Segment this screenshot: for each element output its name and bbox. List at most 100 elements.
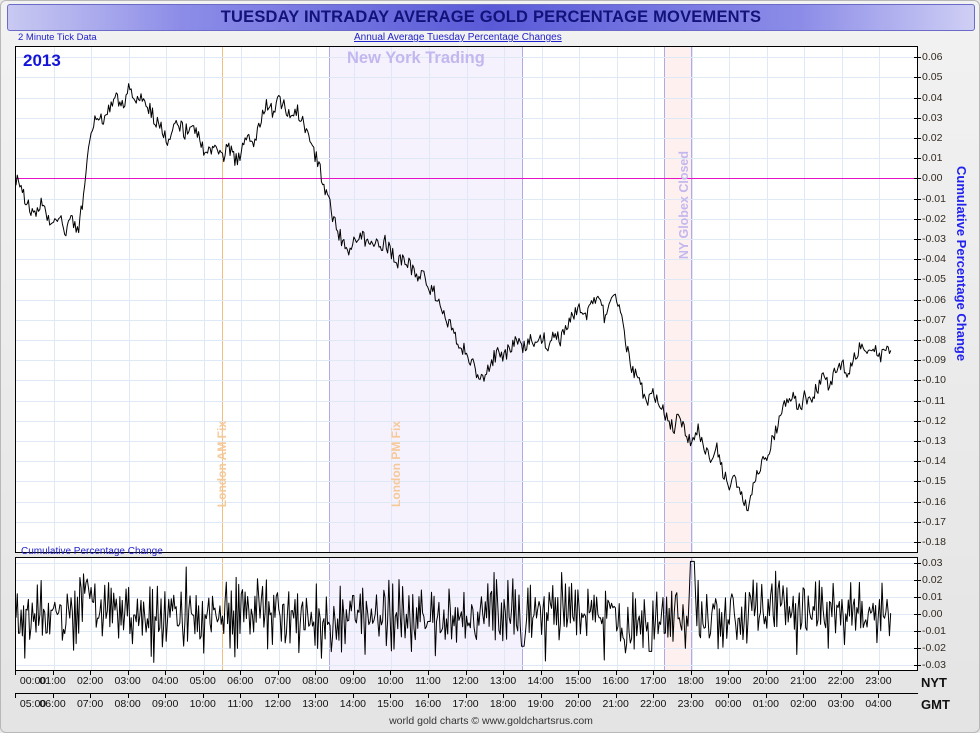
x-tick-label-nyt: 12:00	[452, 675, 479, 687]
x-tick-label-nyt: 08:00	[302, 675, 329, 687]
y-tick-label: -0.01	[922, 624, 946, 637]
gridline-horizontal	[16, 198, 917, 200]
x-tick-mark	[653, 694, 655, 698]
tick-data-label: 2 Minute Tick Data	[18, 32, 97, 43]
gridline-horizontal	[16, 614, 917, 615]
gridline-horizontal	[16, 647, 917, 649]
x-tick-label-gmt: 01:00	[752, 698, 779, 710]
gridline-horizontal	[16, 57, 917, 59]
ny-globex-closed-label: NY Globex Closed	[677, 151, 691, 260]
x-tick-label-nyt: 09:00	[339, 675, 367, 687]
x-tick-label-nyt: 19:00	[715, 675, 742, 687]
x-tick-mark	[503, 694, 505, 698]
x-tick-mark	[690, 694, 692, 698]
y-tick-mark	[914, 218, 921, 220]
x-tick-mark	[277, 671, 279, 675]
y-axis-title: Cumulative Percentage Change	[954, 166, 969, 362]
y-tick-mark	[914, 614, 921, 615]
y-tick-label: -0.15	[922, 475, 946, 488]
y-tick-label: 0.00	[922, 608, 943, 620]
x-tick-label-gmt: 13:00	[302, 698, 329, 710]
gridline-horizontal	[16, 319, 917, 321]
x-tick-mark	[578, 671, 580, 675]
x-tick-label-nyt: 17:00	[640, 675, 667, 687]
gridline-horizontal	[16, 97, 917, 99]
x-axis: 00:00 01:00 02:00 03:00 04:00 05:00 06:00 07:00…	[15, 671, 918, 716]
y-tick-mark	[914, 319, 921, 321]
y-tick-label: -0.05	[922, 273, 946, 286]
y-tick-mark	[914, 481, 921, 483]
gridline-horizontal	[16, 380, 917, 382]
x-axis-row-gmt: 05:00 06:00 07:00 08:00 09:00 10:00 11:00 12:00…	[15, 693, 918, 715]
y-tick-mark	[914, 117, 921, 119]
x-tick-label-nyt: 14:00	[527, 675, 554, 687]
x-tick-label-nyt: 10:00	[377, 675, 404, 687]
x-tick-mark	[127, 671, 129, 675]
x-tick-mark	[578, 694, 580, 698]
y-tick-mark	[914, 299, 921, 301]
y-tick-mark	[914, 57, 921, 59]
x-tick-mark	[390, 694, 392, 698]
window-title-bar: TUESDAY INTRADAY AVERAGE GOLD PERCENTAGE…	[7, 4, 975, 31]
y-tick-label: 0.01	[922, 591, 943, 604]
x-tick-label-nyt: 03:00	[114, 675, 141, 687]
x-tick-label-nyt: 23:00	[865, 675, 892, 687]
x-tick-mark	[840, 671, 842, 675]
y-tick-label: 0.01	[922, 152, 943, 165]
cumulative-change-plot[interactable]	[15, 46, 918, 553]
gridline-horizontal	[16, 218, 917, 220]
y-tick-label: 0.02	[922, 574, 943, 587]
x-tick-mark	[165, 694, 167, 698]
x-tick-mark	[277, 694, 279, 698]
y-tick-label: -0.06	[922, 293, 946, 306]
y-tick-label: -0.01	[922, 192, 946, 205]
y-tick-label: -0.08	[922, 333, 946, 346]
x-axis-label-nyt: NYT	[921, 675, 947, 690]
x-tick-mark	[427, 671, 429, 675]
x-tick-label-gmt: 19:00	[527, 698, 554, 710]
gridline-horizontal	[16, 597, 917, 599]
y-tick-mark	[914, 400, 921, 402]
x-tick-label-nyt: 05:00	[189, 675, 216, 687]
x-tick-mark	[127, 694, 129, 698]
percentage-change-plot[interactable]	[15, 557, 918, 671]
gridline-horizontal	[16, 158, 917, 160]
x-tick-mark	[352, 671, 354, 675]
y-tick-mark	[914, 279, 921, 281]
x-tick-mark	[728, 694, 730, 698]
gridline-horizontal	[16, 481, 917, 483]
london-am-fix-label: London AM Fix	[215, 421, 229, 508]
y-tick-label: 0.03	[922, 557, 943, 570]
x-tick-mark	[90, 694, 92, 698]
x-tick-mark	[315, 671, 317, 675]
x-tick-label-gmt: 20:00	[564, 698, 592, 710]
x-tick-label-gmt: 11:00	[227, 698, 254, 710]
x-tick-label-nyt: 16:00	[602, 675, 629, 687]
x-tick-mark	[165, 671, 167, 675]
x-tick-label-nyt: 18:00	[677, 675, 704, 687]
x-tick-label-gmt: 14:00	[339, 698, 367, 710]
y-tick-label: -0.02	[922, 641, 946, 654]
y-tick-mark	[914, 238, 921, 240]
annual-average-link[interactable]: Annual Average Tuesday Percentage Change…	[354, 32, 562, 43]
y-tick-label: -0.04	[922, 253, 946, 266]
x-tick-label-gmt: 09:00	[152, 698, 179, 710]
x-tick-label-gmt: 03:00	[827, 698, 855, 710]
y-tick-label: -0.14	[922, 455, 946, 468]
x-tick-mark	[765, 671, 767, 675]
x-tick-mark	[240, 694, 242, 698]
x-tick-mark	[352, 694, 354, 698]
x-tick-mark	[728, 671, 730, 675]
page-title: TUESDAY INTRADAY AVERAGE GOLD PERCENTAGE…	[220, 8, 762, 26]
gridline-horizontal	[16, 664, 917, 666]
x-tick-mark	[803, 694, 805, 698]
x-tick-label-nyt: 06:00	[227, 675, 254, 687]
y-tick-mark	[914, 360, 921, 362]
y-tick-label: 0.03	[922, 111, 943, 124]
x-tick-mark	[540, 694, 542, 698]
x-tick-mark	[90, 671, 92, 675]
x-tick-label-nyt: 02:00	[76, 675, 104, 687]
y-tick-label: -0.13	[922, 434, 946, 447]
x-tick-label-nyt: 07:00	[264, 675, 291, 687]
y-tick-mark	[914, 541, 921, 543]
